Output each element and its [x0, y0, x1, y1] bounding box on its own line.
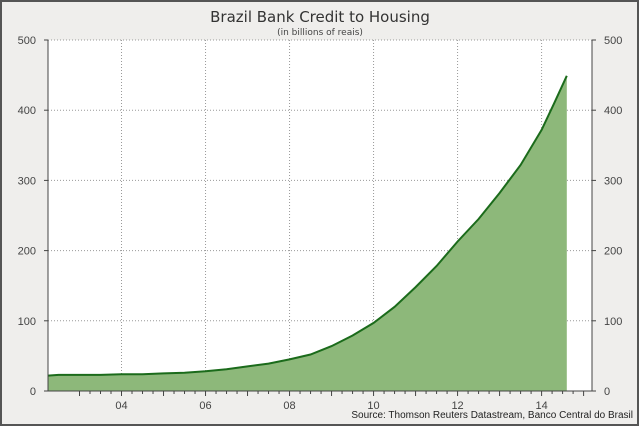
- chart-title: Brazil Bank Credit to Housing: [210, 8, 430, 26]
- y-tick-label-right: 200: [604, 246, 622, 258]
- chart-subtitle: (in billions of reais): [277, 28, 363, 38]
- x-tick-label: 14: [535, 400, 547, 412]
- y-tick-label-left: 300: [18, 175, 36, 187]
- x-tick-label: 04: [115, 400, 127, 412]
- y-tick-label-right: 100: [604, 316, 622, 328]
- y-tick-label-left: 100: [18, 316, 36, 328]
- series-line: [47, 75, 568, 377]
- x-tick-label: 08: [283, 400, 295, 412]
- x-tick-label: 06: [199, 400, 211, 412]
- area-fill: [48, 75, 567, 392]
- y-tick-label-right: 300: [604, 175, 622, 187]
- y-tick-label-left: 200: [18, 246, 36, 258]
- y-tick-label-left: 0: [30, 386, 36, 398]
- x-tick-label: 12: [451, 400, 463, 412]
- y-tick-label-left: 400: [18, 105, 36, 117]
- source-note: Source: Thomson Reuters Datastream, Banc…: [351, 410, 633, 421]
- x-tick-label: 10: [367, 400, 379, 412]
- y-tick-label-right: 400: [604, 105, 622, 117]
- y-tick-label-left: 500: [18, 35, 36, 47]
- y-tick-label-right: 500: [604, 35, 622, 47]
- y-tick-label-right: 0: [604, 386, 610, 398]
